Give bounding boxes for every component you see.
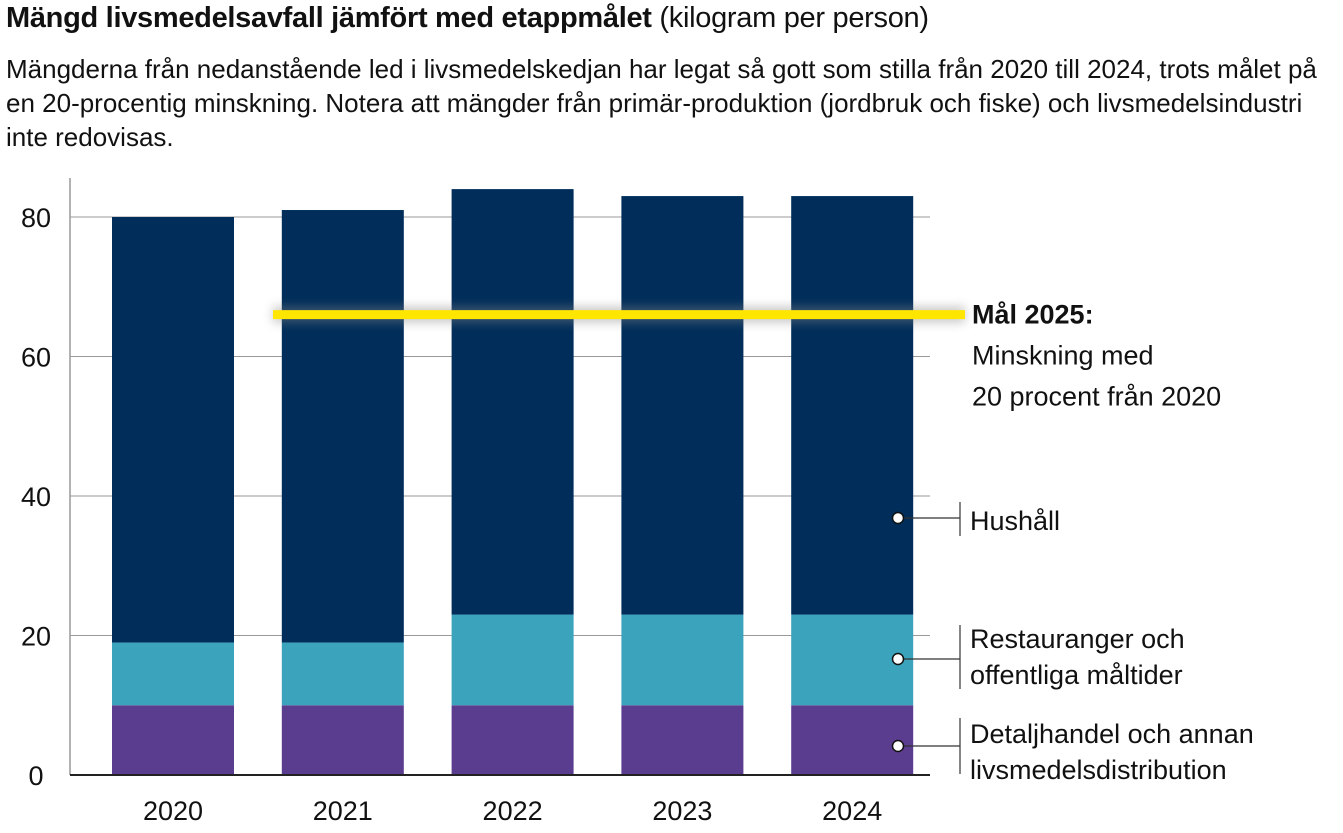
bar-segment [451, 189, 574, 615]
goal-label-title: Mål 2025: [972, 300, 1094, 330]
chart-title-main: Mängd livsmedelsavfall jämfört med etapp… [6, 2, 652, 34]
y-tick-label: 40 [21, 482, 51, 512]
x-tick-label: 2022 [483, 796, 543, 826]
bar-segment [451, 705, 574, 775]
bar-segment [112, 217, 234, 643]
bar-segment [791, 196, 914, 615]
bar-segment [112, 705, 234, 775]
bar-segment [621, 196, 744, 615]
bar-segment [281, 210, 404, 643]
x-tick-label: 2021 [313, 796, 373, 826]
bar-segment [112, 642, 234, 706]
series-label: Hushåll [970, 506, 1060, 536]
series-label: Detaljhandel och annan [970, 719, 1254, 749]
chart-title: Mängd livsmedelsavfall jämfört med etapp… [6, 2, 929, 35]
series-label: livsmedelsdistribution [970, 755, 1227, 785]
y-tick-label: 60 [21, 343, 51, 373]
x-tick-label: 2024 [822, 796, 882, 826]
y-tick-label: 20 [21, 622, 51, 652]
x-tick-label: 2023 [652, 796, 712, 826]
goal-label-text: Minskning med [972, 341, 1154, 371]
bar-segment [621, 614, 744, 706]
series-label: Restauranger och [970, 624, 1185, 654]
y-tick-label: 0 [28, 761, 43, 791]
chart-subtitle: Mängderna från nedanstående led i livsme… [6, 54, 1317, 152]
bar-segment [451, 614, 574, 706]
bar-segment [791, 705, 914, 775]
x-tick-label: 2020 [143, 796, 203, 826]
chart-title-unit: (kilogram per person) [659, 2, 929, 34]
legend-dot [891, 652, 905, 666]
y-tick-label: 80 [21, 203, 51, 233]
series-label: offentliga måltider [970, 660, 1183, 690]
bar-segment [281, 705, 404, 775]
bar-segment [281, 642, 404, 706]
legend-dot [891, 739, 905, 753]
bar-segment [621, 705, 744, 775]
goal-label-text: 20 procent från 2020 [972, 382, 1221, 412]
legend-dot [891, 511, 905, 525]
